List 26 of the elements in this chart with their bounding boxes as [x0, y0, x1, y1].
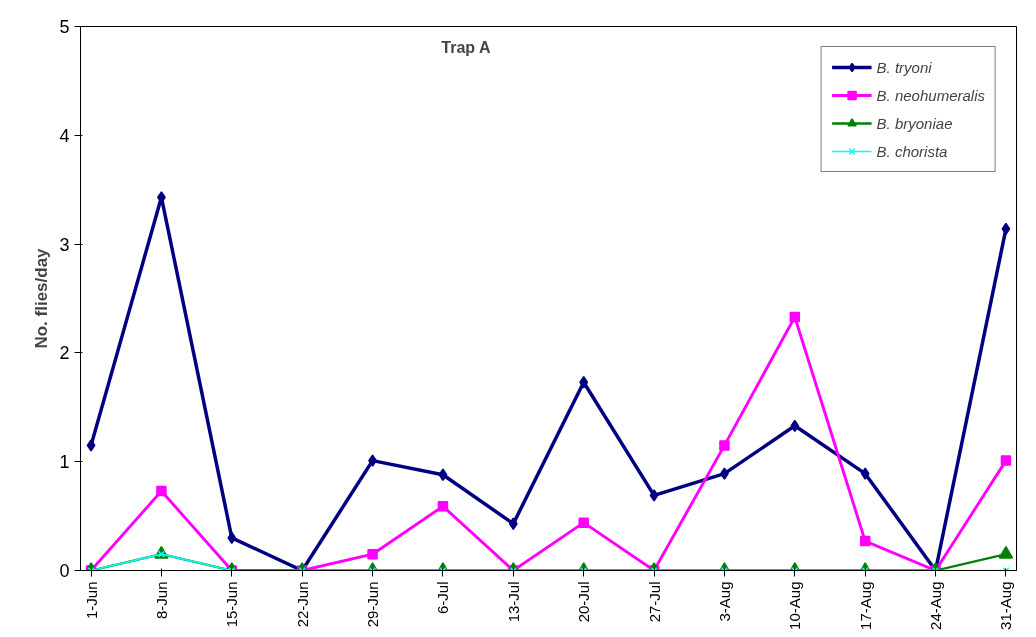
x-tick-label: 22-Jun	[293, 581, 311, 628]
y-tick-label: 4	[59, 125, 70, 146]
x-tick-label: 6-Jul	[434, 581, 452, 615]
x-tick-label: 31-Aug	[997, 581, 1015, 630]
x-tick-label: 27-Jul	[645, 581, 663, 623]
x-tick-label: 24-Aug	[927, 581, 945, 630]
legend-label: B. chorista	[876, 142, 948, 160]
y-tick-label: 1	[59, 452, 70, 473]
y-tick-label: 5	[59, 17, 70, 37]
x-tick-label: 8-Jun	[152, 581, 170, 620]
x-tick-label: 13-Jul	[504, 581, 522, 623]
legend-label: B. neohumeralis	[876, 86, 985, 104]
legend-label: B. bryoniae	[876, 114, 953, 132]
x-tick-label: 17-Aug	[856, 581, 874, 630]
x-tick-label: 29-Jun	[364, 581, 382, 628]
x-tick-label: 10-Aug	[786, 581, 804, 630]
y-axis-title: No. flies/day	[32, 247, 52, 349]
x-tick-label: 1-Jun	[82, 581, 100, 620]
y-tick-label: 2	[59, 343, 70, 364]
x-tick-label: 3-Aug	[715, 581, 733, 622]
x-tick-label: 20-Jul	[575, 581, 593, 623]
x-tick-label: 15-Jun	[223, 581, 241, 628]
text: Trap A	[441, 39, 491, 57]
y-tick-label: 3	[59, 234, 70, 255]
y-tick-label: 0	[59, 561, 70, 581]
legend-label: B. tryoni	[876, 58, 932, 76]
